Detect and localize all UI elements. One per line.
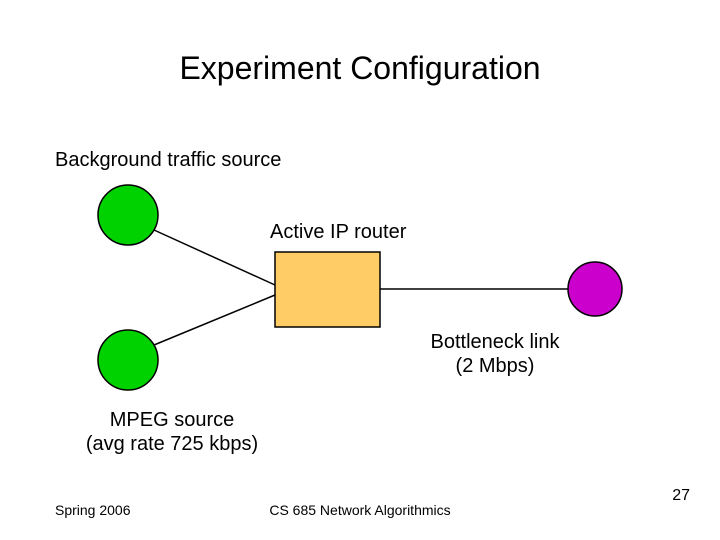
label-router-text: Active IP router	[270, 221, 406, 243]
label-router: Active IP router	[270, 220, 406, 244]
label-mpeg-line1: MPEG source	[110, 409, 234, 431]
edge-mpeg-to-router	[154, 295, 275, 345]
label-bottleneck: Bottleneck link (2 Mbps)	[410, 330, 580, 378]
label-mpeg-line2: (avg rate 725 kbps)	[86, 433, 258, 455]
edge-bg-to-router	[154, 230, 275, 285]
label-mpeg: MPEG source (avg rate 725 kbps)	[72, 408, 272, 456]
footer-page-number: 27	[672, 487, 690, 505]
label-bottleneck-line1: Bottleneck link	[431, 331, 560, 353]
node-mpeg-source	[98, 330, 158, 390]
network-diagram	[0, 0, 720, 540]
node-bg-source	[98, 185, 158, 245]
label-bottleneck-line2: (2 Mbps)	[456, 355, 535, 377]
footer-center: CS 685 Network Algorithmics	[0, 502, 720, 518]
label-bg-source-text: Background traffic source	[55, 149, 281, 171]
slide: Experiment Configuration Background traf…	[0, 0, 720, 540]
node-dest	[568, 262, 622, 316]
node-router	[275, 252, 380, 327]
label-bg-source: Background traffic source	[55, 148, 281, 172]
